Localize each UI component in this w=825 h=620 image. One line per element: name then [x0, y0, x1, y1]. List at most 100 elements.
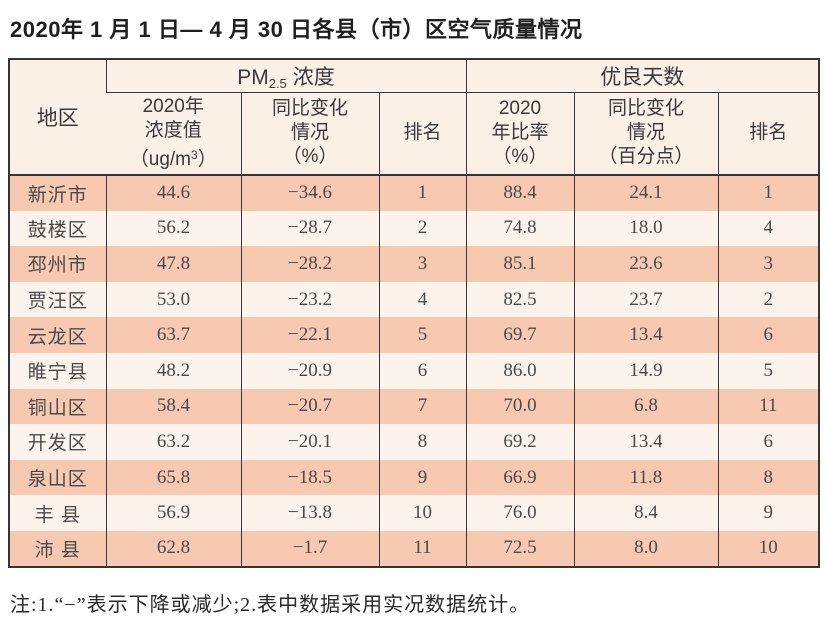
- col-group-pm25: PM2.5 浓度: [105, 59, 466, 93]
- ratio-change-cell: 8.4: [573, 495, 718, 531]
- col-group-good-days: 优良天数: [465, 59, 819, 93]
- pm-change-cell: −20.9: [240, 352, 379, 389]
- region-cell: 丰 县: [9, 495, 106, 531]
- ratio-rank-cell: 6: [717, 424, 819, 460]
- pm-change-cell: −1.7: [240, 530, 379, 567]
- col-header-pm-value: 2020年 浓度值 （ug/m3）: [106, 92, 241, 176]
- pm-change-cell: −28.7: [240, 210, 379, 247]
- pm-value-cell: 56.9: [105, 495, 241, 531]
- ratio-cell: 72.5: [465, 530, 574, 567]
- table-row: 铜山区 58.4 −20.7 7 70.0 6.8 11: [9, 388, 819, 425]
- col-header-ratio: 2020 年比率 （%）: [465, 92, 574, 176]
- pm-rank-cell: 6: [378, 352, 466, 389]
- table-row: 沛 县 62.8 −1.7 11 72.5 8.0 10: [9, 530, 819, 567]
- pm25-label-subscript: 2.5: [268, 75, 287, 91]
- ratio-rank-cell: 3: [717, 246, 819, 282]
- table-row: 云龙区 63.7 −22.1 5 69.7 13.4 6: [9, 317, 819, 353]
- pm-change-cell: −23.2: [240, 281, 379, 318]
- ratio-change-cell: 11.8: [573, 459, 718, 496]
- pm-value-cell: 62.8: [105, 530, 241, 567]
- table-sub-header-row: 2020年 浓度值 （ug/m3） 同比变化 情况 （%） 排名 2020 年比…: [9, 92, 819, 176]
- ratio-change-cell: 13.4: [573, 317, 718, 353]
- pm-value-cell: 44.6: [105, 175, 241, 211]
- table-row: 新沂市 44.6 −34.6 1 88.4 24.1 1: [9, 175, 819, 211]
- col-header-ratio-rank: 排名: [717, 92, 819, 176]
- ratio-rank-cell: 9: [717, 495, 819, 531]
- ratio-rank-cell: 6: [717, 317, 819, 353]
- ratio-cell: 86.0: [465, 352, 574, 389]
- ratio-cell: 76.0: [465, 495, 574, 531]
- ratio-change-cell: 13.4: [573, 424, 718, 460]
- pm-change-cell: −20.1: [240, 424, 379, 460]
- table-row: 鼓楼区 56.2 −28.7 2 74.8 18.0 4: [9, 210, 819, 247]
- region-cell: 云龙区: [9, 317, 106, 353]
- col-header-pm-change: 同比变化 情况 （%）: [240, 92, 379, 176]
- ratio-rank-cell: 4: [717, 210, 819, 247]
- ratio-cell: 69.2: [465, 424, 574, 460]
- pm-rank-cell: 4: [378, 281, 466, 318]
- ratio-rank-cell: 10: [717, 530, 819, 567]
- pm-change-cell: −22.1: [240, 317, 379, 353]
- pm-value-cell: 58.4: [105, 388, 241, 425]
- air-quality-table: 地区 PM2.5 浓度 优良天数 2020年 浓度值 （ug/m3） 同比变化 情…: [8, 58, 820, 568]
- table-row: 泉山区 65.8 −18.5 9 66.9 11.8 8: [9, 459, 819, 496]
- region-cell: 泉山区: [9, 459, 106, 496]
- footnote: 注:1.“−”表示下降或减少;2.表中数据采用实况数据统计。: [10, 593, 531, 616]
- ratio-rank-cell: 11: [717, 388, 819, 425]
- region-cell: 铜山区: [9, 388, 106, 425]
- pm-rank-cell: 9: [378, 459, 466, 496]
- ratio-change-cell: 23.6: [573, 246, 718, 282]
- table-row: 睢宁县 48.2 −20.9 6 86.0 14.9 5: [9, 352, 819, 389]
- pm-change-cell: −13.8: [240, 495, 379, 531]
- ratio-cell: 69.7: [465, 317, 574, 353]
- ratio-change-cell: 18.0: [573, 210, 718, 247]
- ratio-rank-cell: 1: [717, 175, 819, 211]
- pm-value-cell: 65.8: [105, 459, 241, 496]
- pm-value-cell: 63.7: [105, 317, 241, 353]
- ratio-rank-cell: 8: [717, 459, 819, 496]
- pm-rank-cell: 3: [378, 246, 466, 282]
- pm-rank-cell: 1: [378, 175, 466, 211]
- region-cell: 鼓楼区: [9, 210, 106, 247]
- region-cell: 新沂市: [9, 175, 106, 211]
- ratio-change-cell: 24.1: [573, 175, 718, 211]
- ratio-cell: 82.5: [465, 281, 574, 318]
- pm-rank-cell: 10: [378, 495, 466, 531]
- ratio-rank-cell: 2: [717, 281, 819, 318]
- pm-value-cell: 53.0: [105, 281, 241, 318]
- col-header-pm-rank: 排名: [378, 92, 466, 176]
- pm-change-cell: −28.2: [240, 246, 379, 282]
- region-cell: 沛 县: [9, 530, 106, 567]
- pm-change-cell: −18.5: [240, 459, 379, 496]
- table-group-header-row: 地区 PM2.5 浓度 优良天数: [9, 59, 819, 176]
- region-cell: 贾汪区: [9, 281, 106, 318]
- pm25-label-prefix: PM: [237, 65, 269, 89]
- region-cell: 邳州市: [9, 246, 106, 282]
- ratio-rank-cell: 5: [717, 352, 819, 389]
- pm-value-cell: 63.2: [105, 424, 241, 460]
- table-row: 丰 县 56.9 −13.8 10 76.0 8.4 9: [9, 495, 819, 531]
- table-row: 邳州市 47.8 −28.2 3 85.1 23.6 3: [9, 246, 819, 282]
- col-header-region: 地区: [9, 59, 106, 176]
- page-title: 2020年 1 月 1 日— 4 月 30 日各县（市）区空气质量情况: [10, 17, 583, 42]
- table-row: 开发区 63.2 −20.1 8 69.2 13.4 6: [9, 424, 819, 460]
- col-header-ratio-change: 同比变化 情况 （百分点）: [573, 92, 718, 176]
- pm-value-cell: 48.2: [105, 352, 241, 389]
- region-cell: 开发区: [9, 424, 106, 460]
- region-cell: 睢宁县: [9, 352, 106, 389]
- ratio-cell: 88.4: [465, 175, 574, 211]
- pm-value-cell: 56.2: [105, 210, 241, 247]
- ratio-cell: 74.8: [465, 210, 574, 247]
- pm-change-cell: −20.7: [240, 388, 379, 425]
- ratio-change-cell: 6.8: [573, 388, 718, 425]
- pm-rank-cell: 5: [378, 317, 466, 353]
- pm-rank-cell: 8: [378, 424, 466, 460]
- pm-rank-cell: 7: [378, 388, 466, 425]
- pm-value-cell: 47.8: [105, 246, 241, 282]
- pm-rank-cell: 2: [378, 210, 466, 247]
- ratio-change-cell: 14.9: [573, 352, 718, 389]
- ratio-cell: 85.1: [465, 246, 574, 282]
- pm25-label-suffix: 浓度: [292, 65, 335, 89]
- ratio-cell: 66.9: [465, 459, 574, 496]
